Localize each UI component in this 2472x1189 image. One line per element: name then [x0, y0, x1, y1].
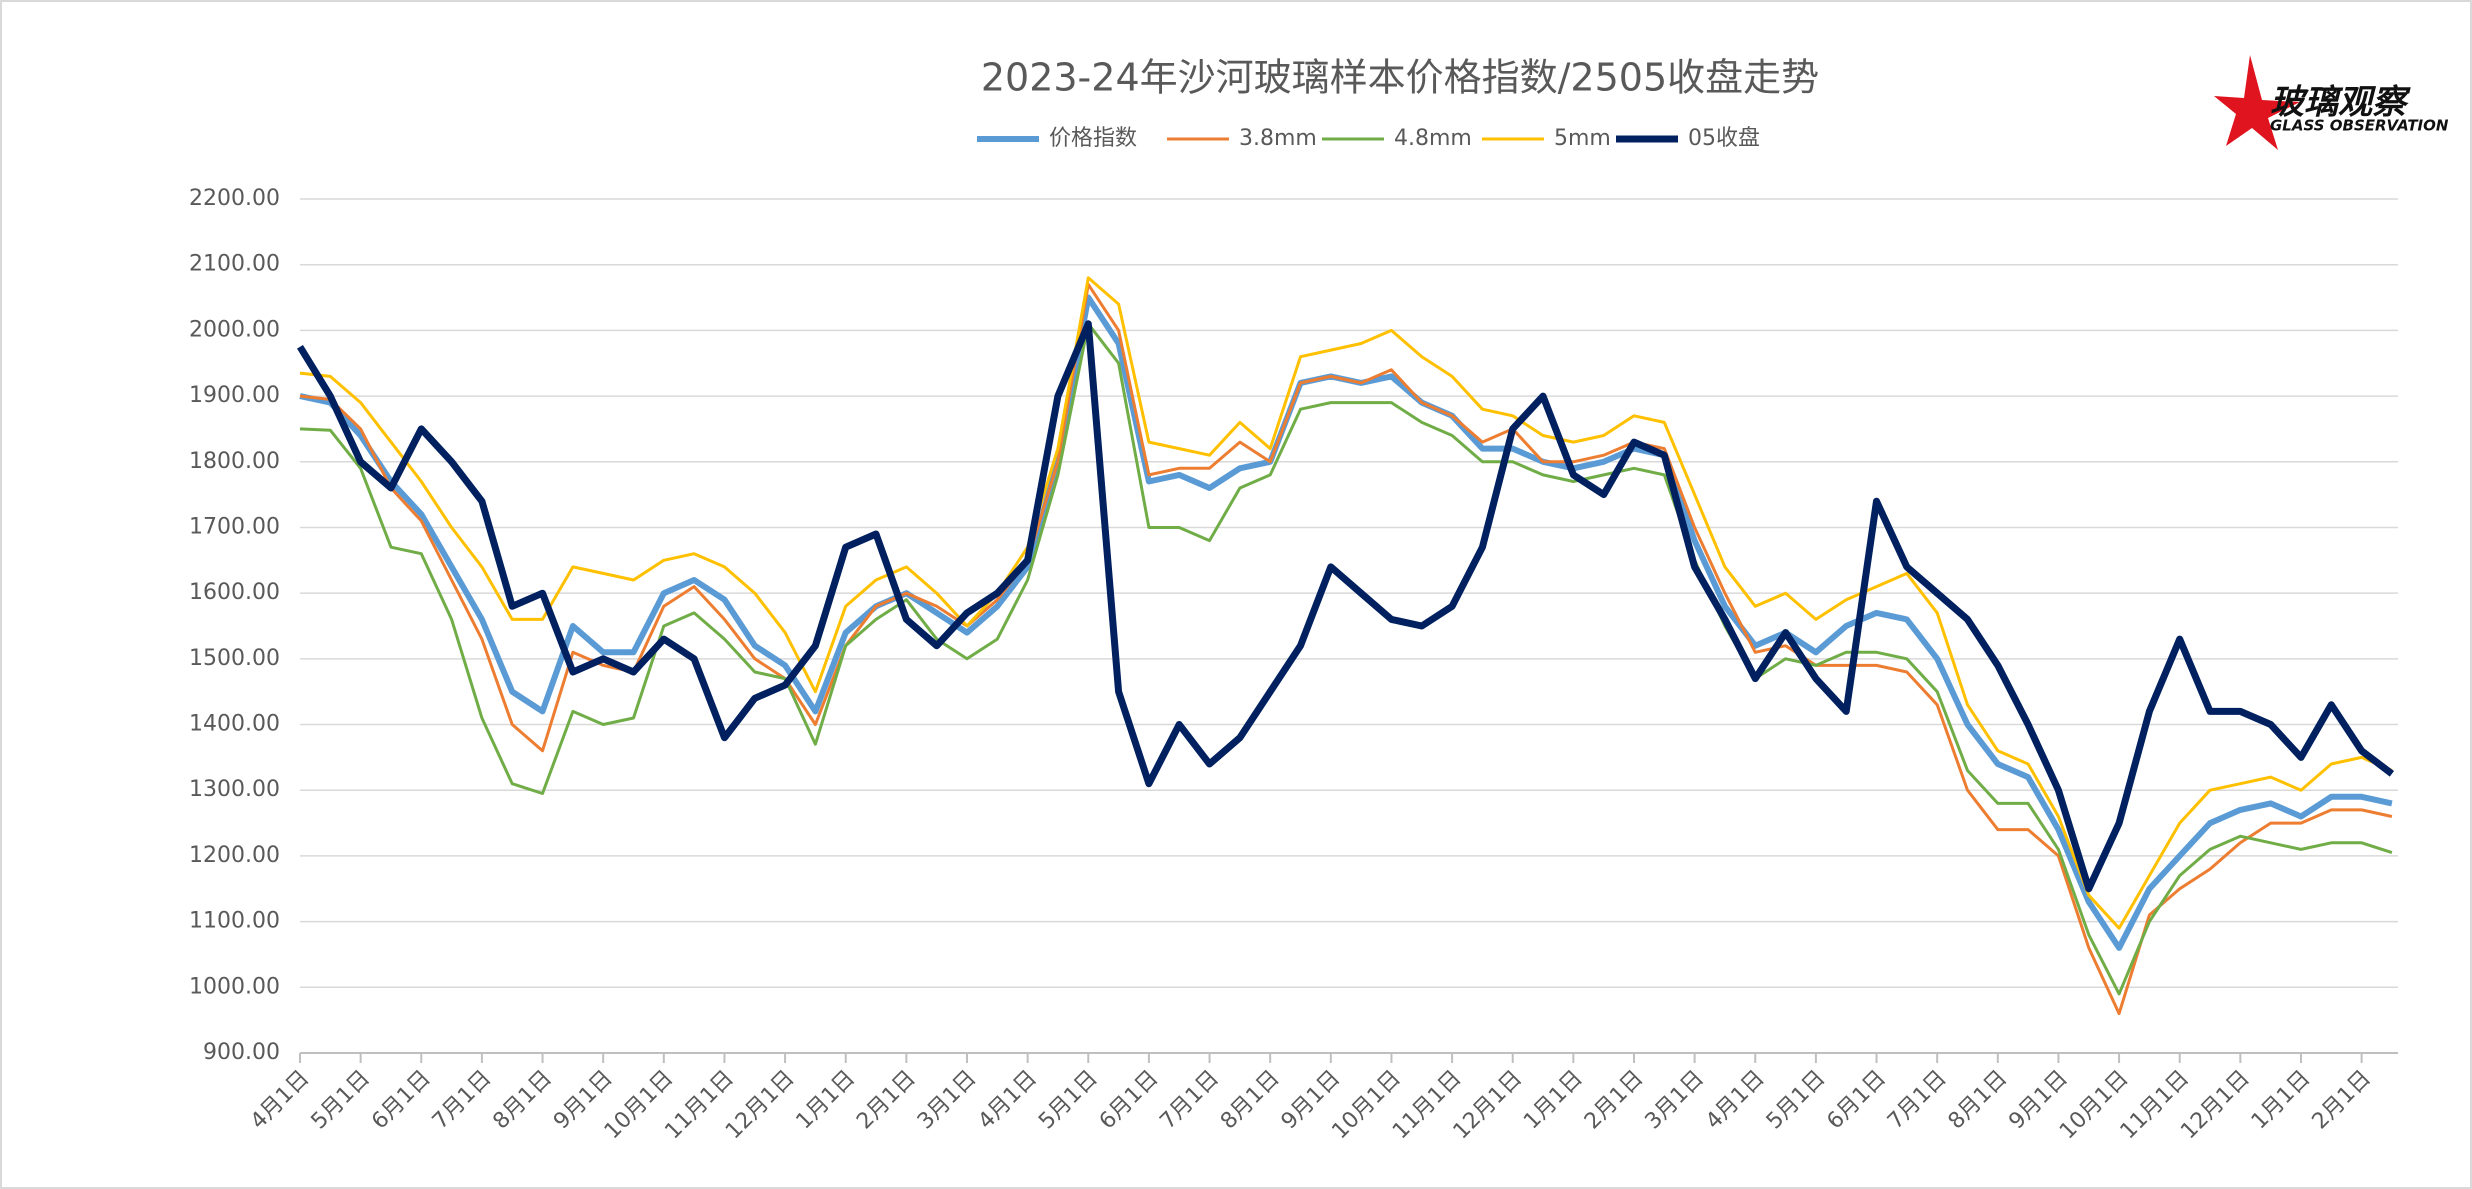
- y-tick-label: 2200.00: [189, 186, 280, 211]
- logo-star: [2214, 55, 2300, 150]
- chart-title: 2023-24年沙河玻璃样本价格指数/2505收盘走势: [981, 56, 1819, 100]
- legend-label: 3.8mm: [1239, 126, 1317, 151]
- logo-name: 玻璃观察: [2270, 83, 2411, 123]
- y-tick-label: 1000.00: [189, 974, 280, 999]
- logo-subtitle: GLASS OBSERVATION: [2270, 117, 2449, 135]
- series-line: [299, 282, 2393, 1016]
- y-tick-label: 1200.00: [189, 843, 280, 868]
- y-tick-label: 1400.00: [189, 712, 280, 737]
- logo: 玻璃观察 GLASS OBSERVATION: [2214, 55, 2449, 150]
- y-tick-label: 2100.00: [189, 252, 280, 277]
- y-tick-label: 1600.00: [189, 580, 280, 605]
- y-tick-label: 2000.00: [189, 317, 280, 342]
- legend-label: 05收盘: [1688, 126, 1760, 151]
- y-tick-label: 1300.00: [189, 777, 280, 802]
- series-line: [299, 322, 2393, 996]
- y-tick-label: 1900.00: [189, 383, 280, 408]
- legend-label: 价格指数: [1049, 126, 1137, 151]
- legend-label: 5mm: [1554, 126, 1611, 151]
- y-tick-label: 1800.00: [189, 449, 280, 474]
- y-tick-label: 1500.00: [189, 646, 280, 671]
- legend-label: 4.8mm: [1394, 126, 1472, 151]
- y-tick-label: 900.00: [203, 1040, 280, 1065]
- y-tick-label: 1700.00: [189, 514, 280, 539]
- series-line: [299, 276, 2393, 930]
- series-line: [297, 320, 2395, 893]
- y-tick-label: 1100.00: [189, 909, 280, 934]
